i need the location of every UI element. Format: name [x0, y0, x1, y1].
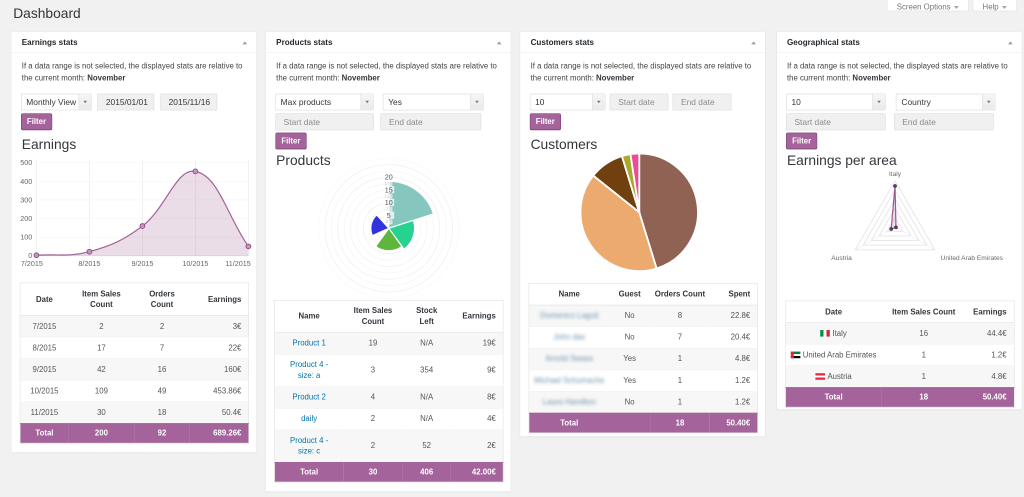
svg-text:Austria: Austria: [831, 255, 852, 262]
svg-text:500: 500: [20, 158, 32, 167]
svg-text:0: 0: [28, 251, 32, 260]
svg-text:7.5: 7.5: [386, 206, 393, 211]
svg-text:12.5: 12.5: [385, 193, 394, 198]
svg-text:8/2015: 8/2015: [79, 259, 101, 268]
svg-text:United Arab Emirates: United Arab Emirates: [940, 255, 1003, 262]
svg-text:2.5: 2.5: [386, 219, 393, 224]
svg-text:7/2015: 7/2015: [21, 259, 43, 268]
svg-text:9/2015: 9/2015: [132, 259, 154, 268]
svg-text:20: 20: [385, 173, 393, 182]
svg-text:100: 100: [20, 232, 32, 241]
svg-text:Italy: Italy: [889, 171, 902, 178]
svg-text:300: 300: [20, 195, 32, 204]
svg-text:200: 200: [20, 214, 32, 223]
svg-text:400: 400: [20, 177, 32, 186]
svg-text:11/2015: 11/2015: [226, 259, 251, 268]
svg-text:15: 15: [385, 185, 393, 194]
svg-text:10/2015: 10/2015: [183, 259, 209, 268]
svg-text:10: 10: [385, 198, 393, 207]
svg-text:17.5: 17.5: [385, 181, 394, 186]
svg-text:5: 5: [387, 211, 391, 220]
